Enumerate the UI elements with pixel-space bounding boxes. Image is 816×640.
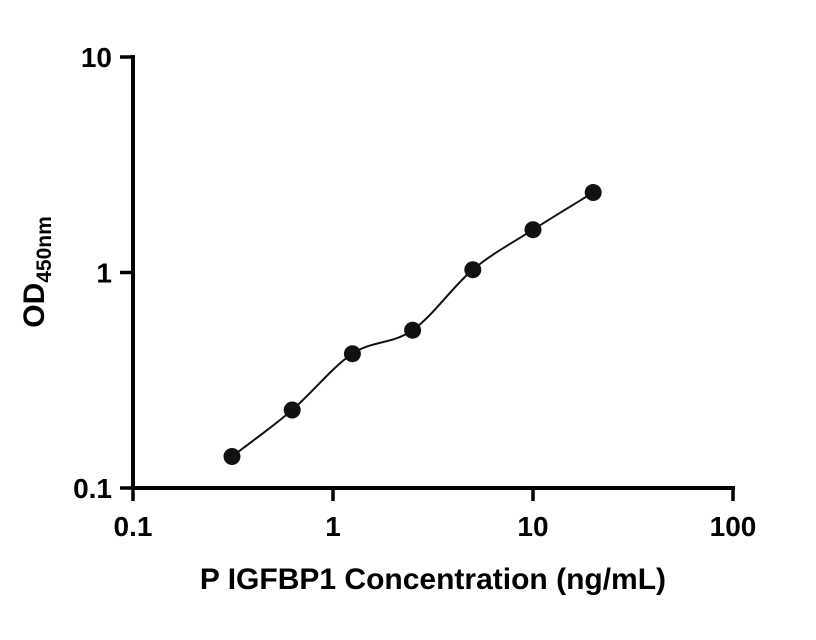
x-tick-label: 100 — [710, 511, 757, 542]
data-point — [584, 184, 602, 201]
x-axis-title: P IGFBP1 Concentration (ng/mL) — [200, 563, 666, 596]
y-tick-label: 10 — [81, 42, 112, 73]
data-point — [223, 448, 241, 465]
y-axis-title: OD450nm — [18, 216, 56, 328]
data-point — [404, 321, 422, 339]
x-tick-label: 10 — [517, 511, 548, 542]
plot-layer: 0.1 1 10 100 0.1 1 10 — [73, 42, 756, 542]
data-point — [464, 261, 482, 279]
x-tick-label: 0.1 — [114, 511, 153, 542]
data-point — [343, 345, 361, 363]
y-axis-title-subscript: 450nm — [33, 216, 56, 283]
y-tick-label: 0.1 — [73, 473, 112, 504]
data-point — [524, 221, 542, 239]
x-tick-label: 1 — [325, 511, 341, 542]
data-point — [283, 401, 301, 419]
y-tick-label: 1 — [96, 257, 112, 288]
y-axis-title-main: OD — [18, 283, 51, 328]
